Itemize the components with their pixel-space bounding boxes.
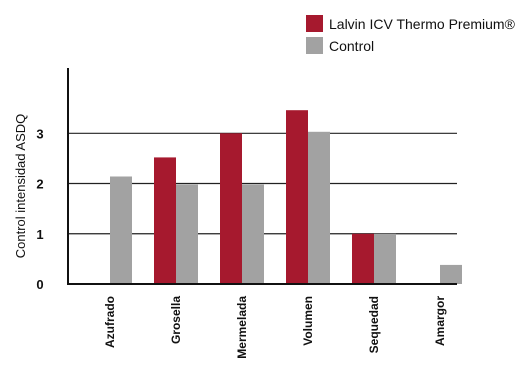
category-label-mermelada: Mermelada bbox=[235, 296, 249, 359]
category-label-grosella: Grosella bbox=[169, 296, 183, 344]
y-tick-1: 1 bbox=[36, 227, 43, 242]
bar-amargor-control bbox=[440, 264, 462, 284]
y-tick-labels: 0 1 2 3 bbox=[36, 126, 43, 292]
bar-mermelada-control bbox=[242, 184, 264, 284]
legend-swatch-control bbox=[306, 37, 323, 54]
legend-label-control: Control bbox=[329, 38, 374, 54]
y-tick-2: 2 bbox=[36, 177, 43, 192]
y-axis-label: Control intensidad ASDQ bbox=[13, 114, 28, 259]
legend: Lalvin ICV Thermo Premium® Control bbox=[306, 15, 516, 54]
axes bbox=[67, 68, 457, 285]
bar-azufrado-control bbox=[110, 176, 132, 284]
category-label-amargor: Amargor bbox=[433, 296, 447, 346]
bar-grosella-control bbox=[176, 184, 198, 284]
y-tick-0: 0 bbox=[36, 277, 43, 292]
category-label-sequedad: Sequedad bbox=[367, 296, 381, 353]
bars bbox=[110, 110, 462, 285]
bar-mermelada-lalvin bbox=[220, 133, 242, 284]
bar-volumen-control bbox=[308, 131, 330, 284]
category-label-volumen: Volumen bbox=[301, 296, 315, 346]
category-labels: Azufrado Grosella Mermelada Volumen Sequedad… bbox=[103, 296, 447, 359]
bar-volumen-lalvin bbox=[286, 110, 308, 285]
category-label-azufrado: Azufrado bbox=[103, 296, 117, 348]
y-tick-3: 3 bbox=[36, 126, 43, 141]
bar-grosella-lalvin bbox=[154, 157, 176, 284]
legend-label-lalvin: Lalvin ICV Thermo Premium® bbox=[329, 16, 516, 32]
bar-sequedad-control bbox=[374, 233, 396, 284]
legend-swatch-lalvin bbox=[306, 15, 323, 32]
bar-sequedad-lalvin bbox=[352, 233, 374, 284]
